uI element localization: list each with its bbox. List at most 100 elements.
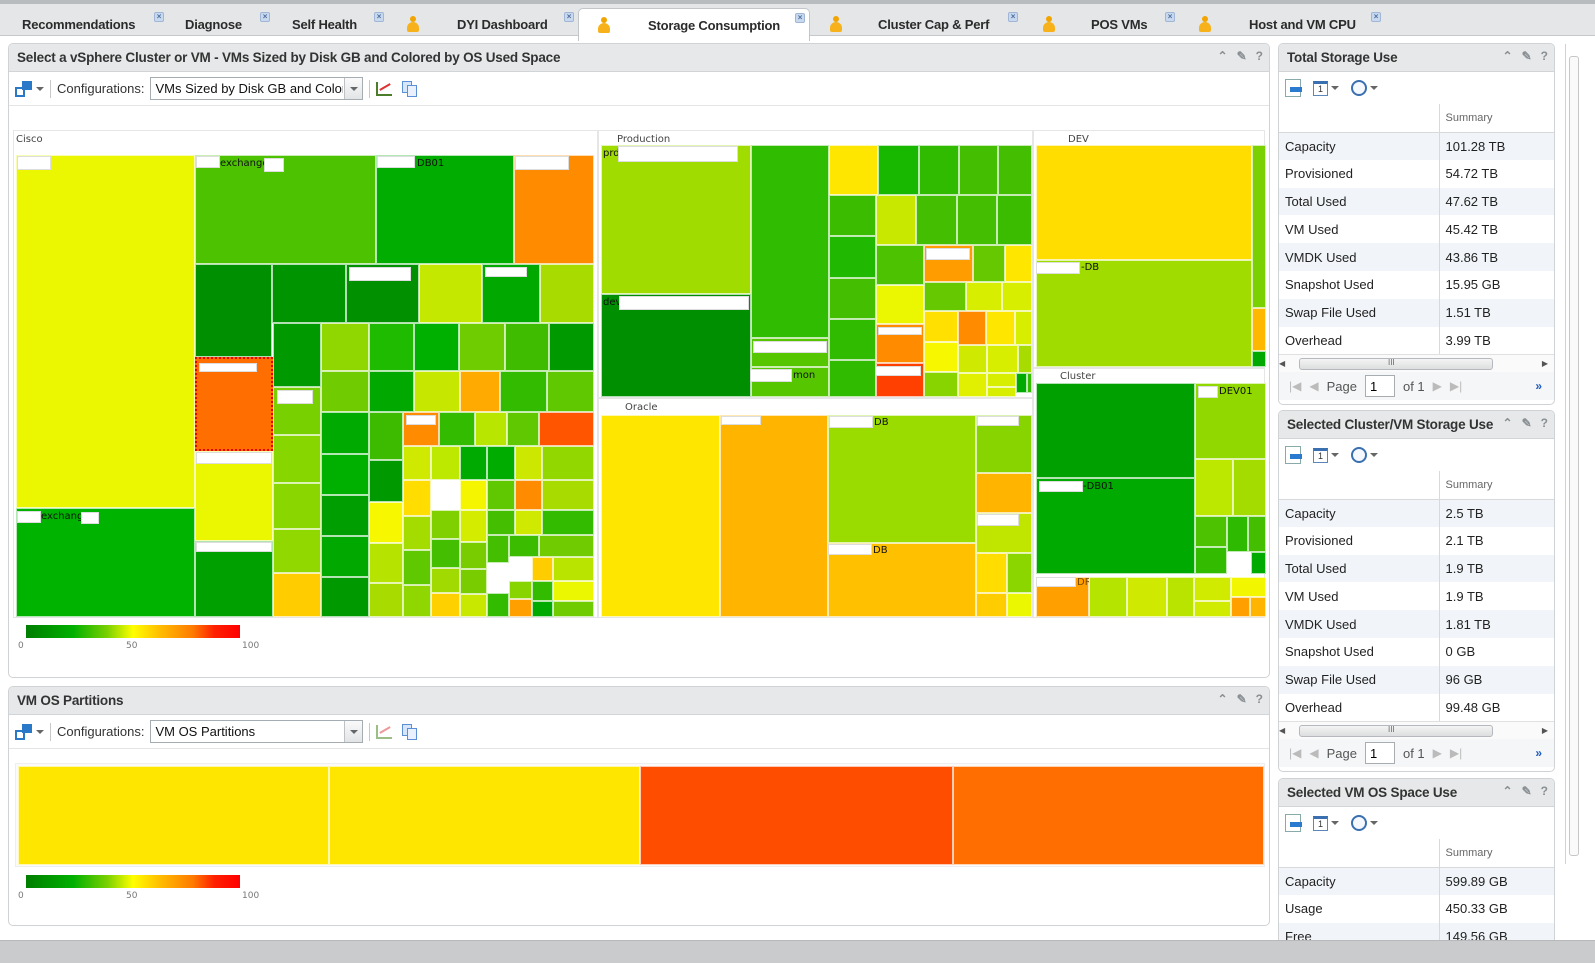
export-icon[interactable]: [1285, 446, 1302, 464]
treemap-group-cisco[interactable]: Cisco exchange exchange- DB01: [13, 130, 598, 618]
treemap-cell[interactable]: [876, 245, 924, 285]
export-icon[interactable]: [1285, 814, 1302, 832]
treemap-cell[interactable]: [403, 446, 431, 480]
treemap-cell[interactable]: [1007, 553, 1032, 593]
treemap-cell[interactable]: [515, 480, 542, 510]
partition-cell[interactable]: [329, 766, 640, 865]
export-icon[interactable]: [1285, 79, 1302, 97]
treemap-cell[interactable]: [321, 323, 369, 371]
treemap-cell[interactable]: [369, 412, 403, 460]
treemap-cell[interactable]: [958, 311, 986, 345]
treemap-cell[interactable]: [924, 311, 958, 342]
treemap-cell[interactable]: [321, 371, 369, 412]
treemap-cell[interactable]: [16, 155, 195, 508]
treemap-cell[interactable]: [532, 557, 553, 581]
partition-cell[interactable]: [640, 766, 953, 865]
treemap-cell[interactable]: [431, 480, 460, 510]
treemap-cell-selected[interactable]: [195, 357, 273, 451]
treemap-cell[interactable]: [1018, 345, 1032, 373]
treemap-cell[interactable]: [403, 480, 431, 516]
treemap-cell[interactable]: [829, 236, 876, 278]
tab-self-health[interactable]: Self Health ×: [284, 8, 399, 40]
treemap-cell[interactable]: [475, 412, 507, 446]
edit-pencil-icon[interactable]: ✎: [1236, 49, 1247, 63]
treemap-cell[interactable]: [414, 371, 460, 412]
treemap-cell[interactable]: [273, 435, 321, 483]
chevron-down-icon[interactable]: [1331, 453, 1339, 457]
treemap-cell[interactable]: [924, 245, 973, 282]
dropdown-arrow-icon[interactable]: [344, 721, 363, 742]
treemap-cell[interactable]: [1015, 311, 1032, 345]
treemap-cell[interactable]: [1252, 351, 1266, 367]
treemap-cell[interactable]: [1194, 601, 1231, 617]
treemap-cell[interactable]: [487, 480, 515, 510]
treemap-cell[interactable]: DR: [1036, 577, 1092, 617]
treemap-cell[interactable]: [500, 371, 547, 412]
treemap-cell[interactable]: [460, 510, 487, 542]
treemap-cell[interactable]: [369, 371, 414, 412]
chevron-down-icon[interactable]: [1370, 821, 1378, 825]
tab-pos-vms[interactable]: POS VMs ×: [1025, 8, 1185, 40]
collapse-icon[interactable]: ⌃: [1502, 49, 1513, 63]
treemap-cell[interactable]: DB: [828, 543, 976, 617]
treemap-cell[interactable]: [369, 502, 403, 543]
treemap-cell[interactable]: [509, 535, 539, 557]
treemap-cell[interactable]: [976, 593, 1007, 617]
treemap-cell[interactable]: [1248, 516, 1266, 552]
partition-cell[interactable]: [953, 766, 1264, 865]
treemap-cell[interactable]: [431, 510, 460, 539]
treemap-cell[interactable]: [966, 282, 1002, 311]
treemap-cell[interactable]: [515, 510, 542, 535]
treemap-cell[interactable]: [460, 371, 500, 412]
more-icon[interactable]: »: [1535, 379, 1542, 394]
treemap-cell[interactable]: [460, 594, 487, 617]
treemap-cell[interactable]: [482, 264, 540, 323]
treemap-cell[interactable]: [1127, 577, 1167, 617]
calendar-icon[interactable]: 1: [1313, 447, 1328, 463]
treemap-cell[interactable]: [1227, 516, 1248, 552]
copy-icon[interactable]: [402, 80, 418, 97]
close-tab-icon[interactable]: ×: [374, 12, 384, 22]
tab-storage-consumption[interactable]: Storage Consumption ×: [578, 8, 810, 41]
treemap-cell[interactable]: [876, 195, 916, 245]
close-tab-icon[interactable]: ×: [1008, 12, 1018, 22]
treemap-cell[interactable]: [321, 577, 369, 617]
treemap-cell[interactable]: [553, 601, 594, 617]
treemap-cell[interactable]: dev: [601, 294, 751, 397]
treemap-cell[interactable]: [829, 195, 876, 236]
tab-cluster-cap-perf[interactable]: Cluster Cap & Perf ×: [810, 8, 1025, 40]
treemap-cell[interactable]: [369, 543, 403, 583]
treemap-cell[interactable]: [1227, 552, 1251, 574]
treemap-cell[interactable]: [540, 264, 594, 323]
treemap-cell[interactable]: [346, 264, 419, 323]
treemap-cell[interactable]: [460, 542, 487, 569]
treemap-cell[interactable]: [751, 145, 829, 338]
treemap-cell[interactable]: [1251, 552, 1266, 574]
close-tab-icon[interactable]: ×: [564, 12, 574, 22]
partition-cell[interactable]: [18, 766, 329, 865]
treemap-cell[interactable]: exchange: [16, 508, 195, 617]
collapse-icon[interactable]: ⌃: [1502, 784, 1513, 798]
treemap-cell[interactable]: [487, 535, 509, 563]
treemap-cell[interactable]: [431, 539, 460, 568]
close-tab-icon[interactable]: ×: [260, 12, 270, 22]
treemap-group-cluster[interactable]: Cluster -DB01 DEV01 DR: [1033, 368, 1266, 618]
treemap-cell[interactable]: [553, 581, 594, 601]
treemap-group-oracle[interactable]: Oracle DB DB: [598, 398, 1033, 618]
treemap-cell[interactable]: [514, 155, 594, 264]
treemap-cell[interactable]: [987, 373, 1016, 387]
treemap-cell[interactable]: [542, 446, 594, 480]
treemap-cell[interactable]: [369, 460, 403, 502]
treemap-cell[interactable]: [403, 516, 431, 550]
dropdown-arrow-icon[interactable]: [344, 78, 363, 99]
page-vertical-scrollbar[interactable]: [1565, 44, 1595, 864]
treemap-cell[interactable]: [431, 593, 460, 617]
treemap-cell[interactable]: [1016, 373, 1027, 393]
treemap-cell[interactable]: [957, 195, 997, 245]
configurations-select[interactable]: VMs Sized by Disk GB and Color: [150, 77, 364, 100]
treemap-cell[interactable]: [487, 510, 515, 535]
treemap-cell[interactable]: [1036, 383, 1195, 478]
line-chart-icon[interactable]: [376, 81, 393, 96]
treemap-cell[interactable]: [273, 323, 321, 387]
treemap-cell[interactable]: [509, 557, 532, 581]
